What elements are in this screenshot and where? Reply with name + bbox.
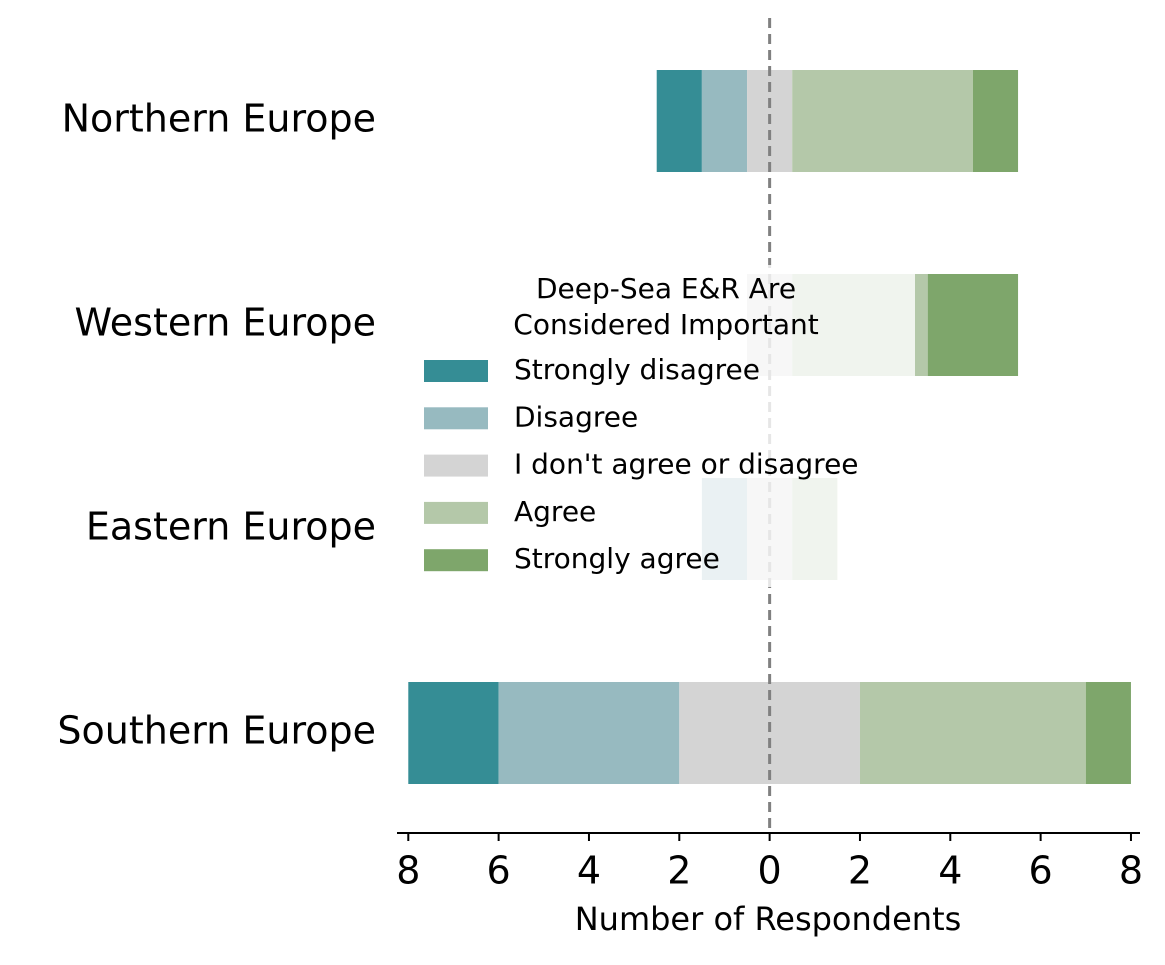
x-axis-label: Number of Respondents <box>575 900 962 938</box>
x-tick-label: 4 <box>577 849 601 893</box>
category-label: Western Europe <box>74 301 376 345</box>
legend-label: I don't agree or disagree <box>514 448 859 481</box>
bar-segment <box>1085 682 1131 784</box>
bar-segment <box>408 682 499 784</box>
legend-background <box>415 265 915 587</box>
category-label: Northern Europe <box>62 97 376 141</box>
legend-label: Agree <box>514 495 596 528</box>
bar-segment <box>701 70 748 172</box>
legend-title: Considered Important <box>513 308 818 341</box>
x-tick-label: 4 <box>938 849 962 893</box>
legend-label: Strongly disagree <box>514 353 760 386</box>
legend-label: Strongly agree <box>514 542 720 575</box>
x-tick-label: 6 <box>487 849 511 893</box>
x-tick-label: 6 <box>1029 849 1053 893</box>
bar-segment <box>972 70 1019 172</box>
legend-label: Disagree <box>514 400 638 433</box>
legend-swatch <box>424 549 488 572</box>
x-tick-label: 8 <box>396 849 420 893</box>
x-tick-label: 2 <box>667 849 691 893</box>
legend-swatch <box>424 407 488 430</box>
category-label: Southern Europe <box>57 709 376 753</box>
x-tick-label: 2 <box>848 849 872 893</box>
bar-segment <box>656 70 702 172</box>
category-label: Eastern Europe <box>86 505 376 549</box>
bar-segment <box>498 682 680 784</box>
legend-title: Deep-Sea E&R Are <box>536 272 796 305</box>
bar-segment <box>792 70 973 172</box>
bar-segment <box>859 682 1086 784</box>
legend-swatch <box>424 360 488 382</box>
legend-swatch <box>424 454 488 477</box>
legend-swatch <box>424 501 488 524</box>
x-tick-label: 0 <box>758 849 782 893</box>
x-tick-label: 8 <box>1119 849 1143 893</box>
bar-segment <box>927 274 1019 376</box>
